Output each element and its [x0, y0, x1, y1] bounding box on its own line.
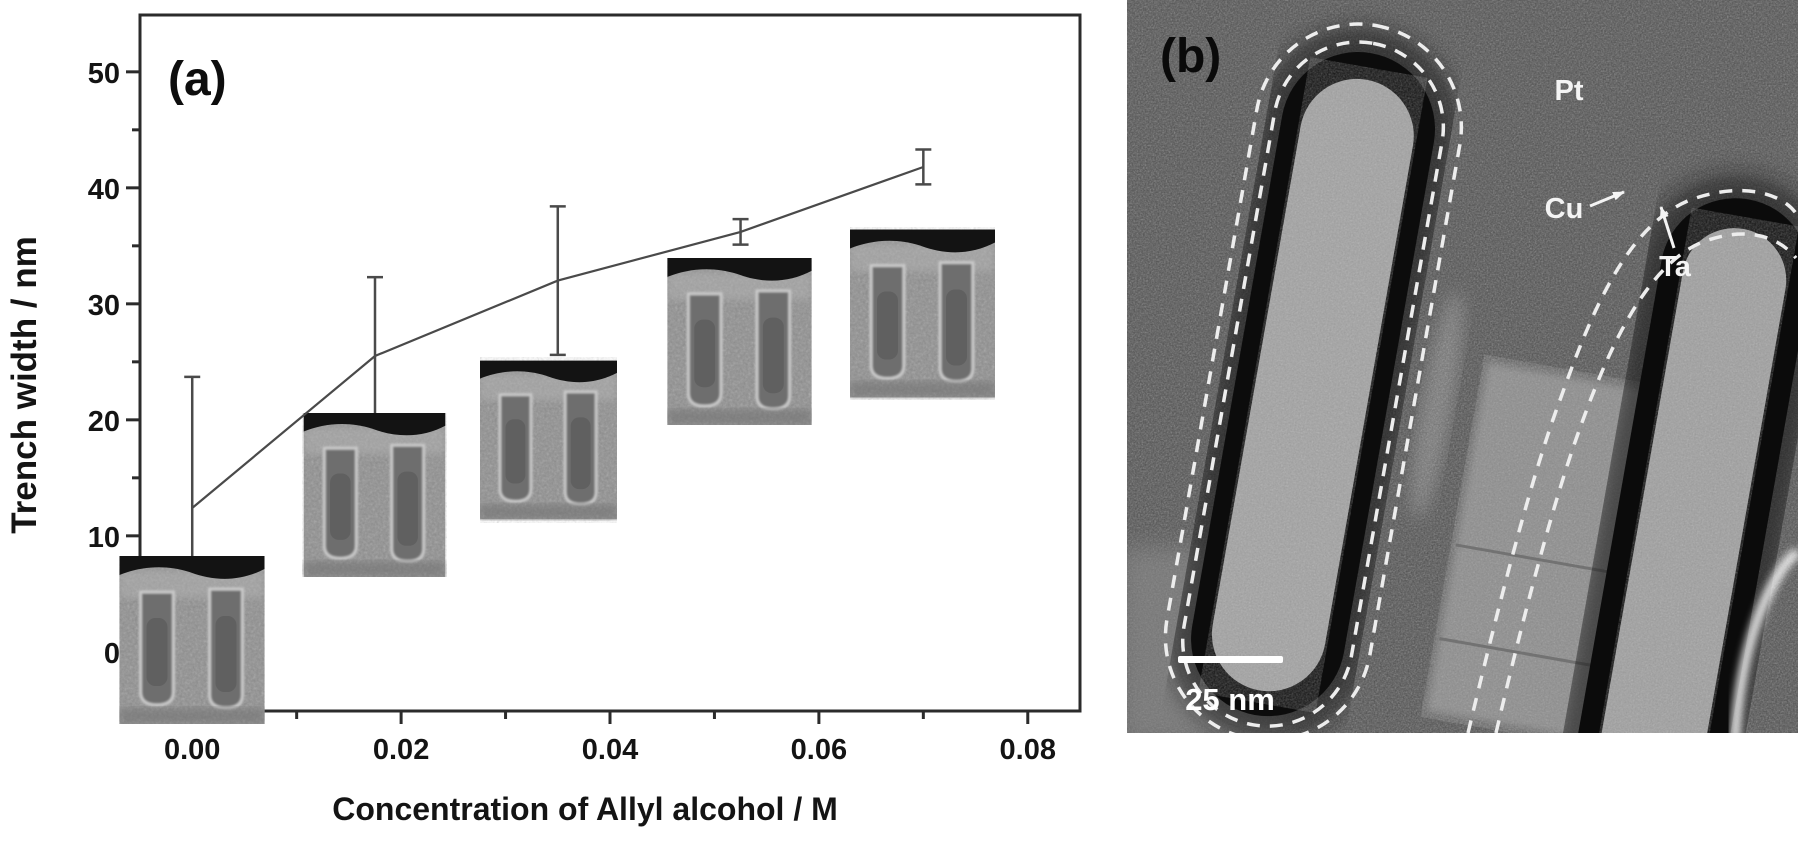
y-tick-label: 30 [88, 290, 120, 322]
y-tick-label: 0 [104, 638, 120, 670]
y-tick-label: 10 [88, 522, 120, 554]
tem-bright-edge [1730, 547, 1798, 733]
sem-inset-image [667, 258, 811, 425]
scale-bar-label: 25 nm [1185, 682, 1275, 717]
tem-left-pillar [1163, 22, 1464, 733]
cu-arrow [1589, 190, 1625, 208]
panel-b-tem-image: (b) Pt Cu Ta 25 nm [1127, 0, 1798, 733]
sem-inset-image [304, 413, 446, 577]
cu-layer-dashed-outline-inner [1180, 40, 1446, 728]
x-tick-label: 0.00 [164, 734, 220, 766]
ta-arrow [1659, 206, 1676, 249]
panel-a-label: (a) [168, 53, 227, 106]
tem-right-pillar-core-noise [1599, 228, 1787, 733]
sem-inset-image [480, 361, 617, 520]
panel-b-label: (b) [1160, 30, 1221, 83]
y-tick-label: 40 [88, 174, 120, 206]
pt-annotation: Pt [1555, 75, 1584, 107]
x-tick-label: 0.02 [373, 734, 429, 766]
y-axis-title: Trench width / nm [5, 236, 44, 534]
data-line [191, 165, 924, 509]
cu-layer-dashed-right-outer [1466, 188, 1798, 733]
sem-inset-image [850, 230, 995, 398]
ta-annotation: Ta [1659, 251, 1692, 283]
tem-left-pillar-core-noise [1211, 78, 1414, 692]
panel-a-chart: 0.00 0.02 0.04 0.06 0.08 0 10 20 30 40 50 (a) Conc… [5, 13, 1082, 827]
y-tick-label: 20 [88, 406, 120, 438]
tem-right-pillar [1552, 175, 1798, 733]
chart-axes: 0.00 0.02 0.04 0.06 0.08 0 10 20 30 40 50 [88, 13, 1082, 766]
x-tick-label: 0.08 [1000, 734, 1056, 766]
x-axis-title: Concentration of Allyl alcohol / M [332, 791, 838, 827]
cu-layer-dashed-right-inner [1494, 232, 1798, 733]
sem-inset-image [120, 556, 265, 724]
x-tick-label: 0.04 [582, 734, 638, 766]
y-tick-label: 50 [88, 58, 120, 90]
tem-bright-streak [1411, 291, 1463, 519]
cu-layer-dashed-outline-outer [1163, 22, 1464, 733]
cu-annotation: Cu [1545, 193, 1584, 225]
scale-bar [1178, 656, 1283, 663]
trend-line [191, 165, 924, 509]
x-tick-label: 0.06 [791, 734, 847, 766]
